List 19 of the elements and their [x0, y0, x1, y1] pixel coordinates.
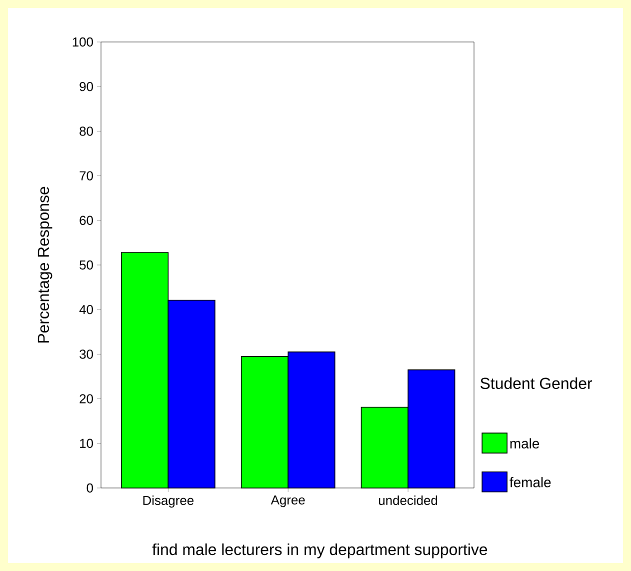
y-tick-label: 0 [86, 483, 93, 493]
x-tick-label: Disagree [143, 496, 194, 508]
y-tick-label: 50 [80, 260, 93, 270]
x-tick-label: undecided [379, 496, 438, 506]
legend-label: female [510, 477, 551, 488]
y-axis-title: Percentage Response [38, 186, 52, 343]
legend-label: male [510, 438, 540, 448]
legend-title: Student Gender [480, 377, 592, 390]
y-tick-label: 30 [80, 350, 93, 359]
y-tick-label: 70 [80, 171, 93, 180]
y-tick-label: 20 [80, 394, 93, 404]
y-tick-label: 90 [80, 82, 93, 92]
y-tick-label: 100 [72, 37, 93, 47]
y-tick-label: 40 [79, 304, 93, 314]
y-tick-label: 10 [80, 438, 93, 448]
x-tick-label: Agree [270, 496, 305, 508]
x-axis-title: find male lecturers in my department supportive [152, 543, 488, 558]
y-tick-label: 60 [80, 216, 93, 225]
y-tick-label: 80 [80, 126, 93, 136]
